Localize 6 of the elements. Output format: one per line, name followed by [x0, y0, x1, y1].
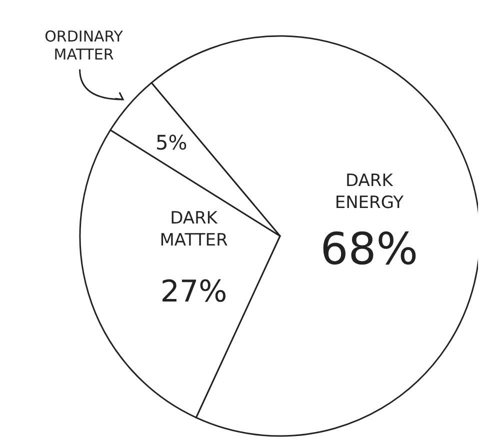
data-label: 68%: [320, 224, 418, 276]
slice-label: ORDINARY MATTER: [44, 27, 124, 64]
data-label: 5%: [155, 130, 188, 155]
slice-label: DARK ENERGY: [334, 171, 404, 214]
slice-label: DARK MATTER: [160, 208, 228, 251]
data-label: 27%: [160, 274, 228, 310]
